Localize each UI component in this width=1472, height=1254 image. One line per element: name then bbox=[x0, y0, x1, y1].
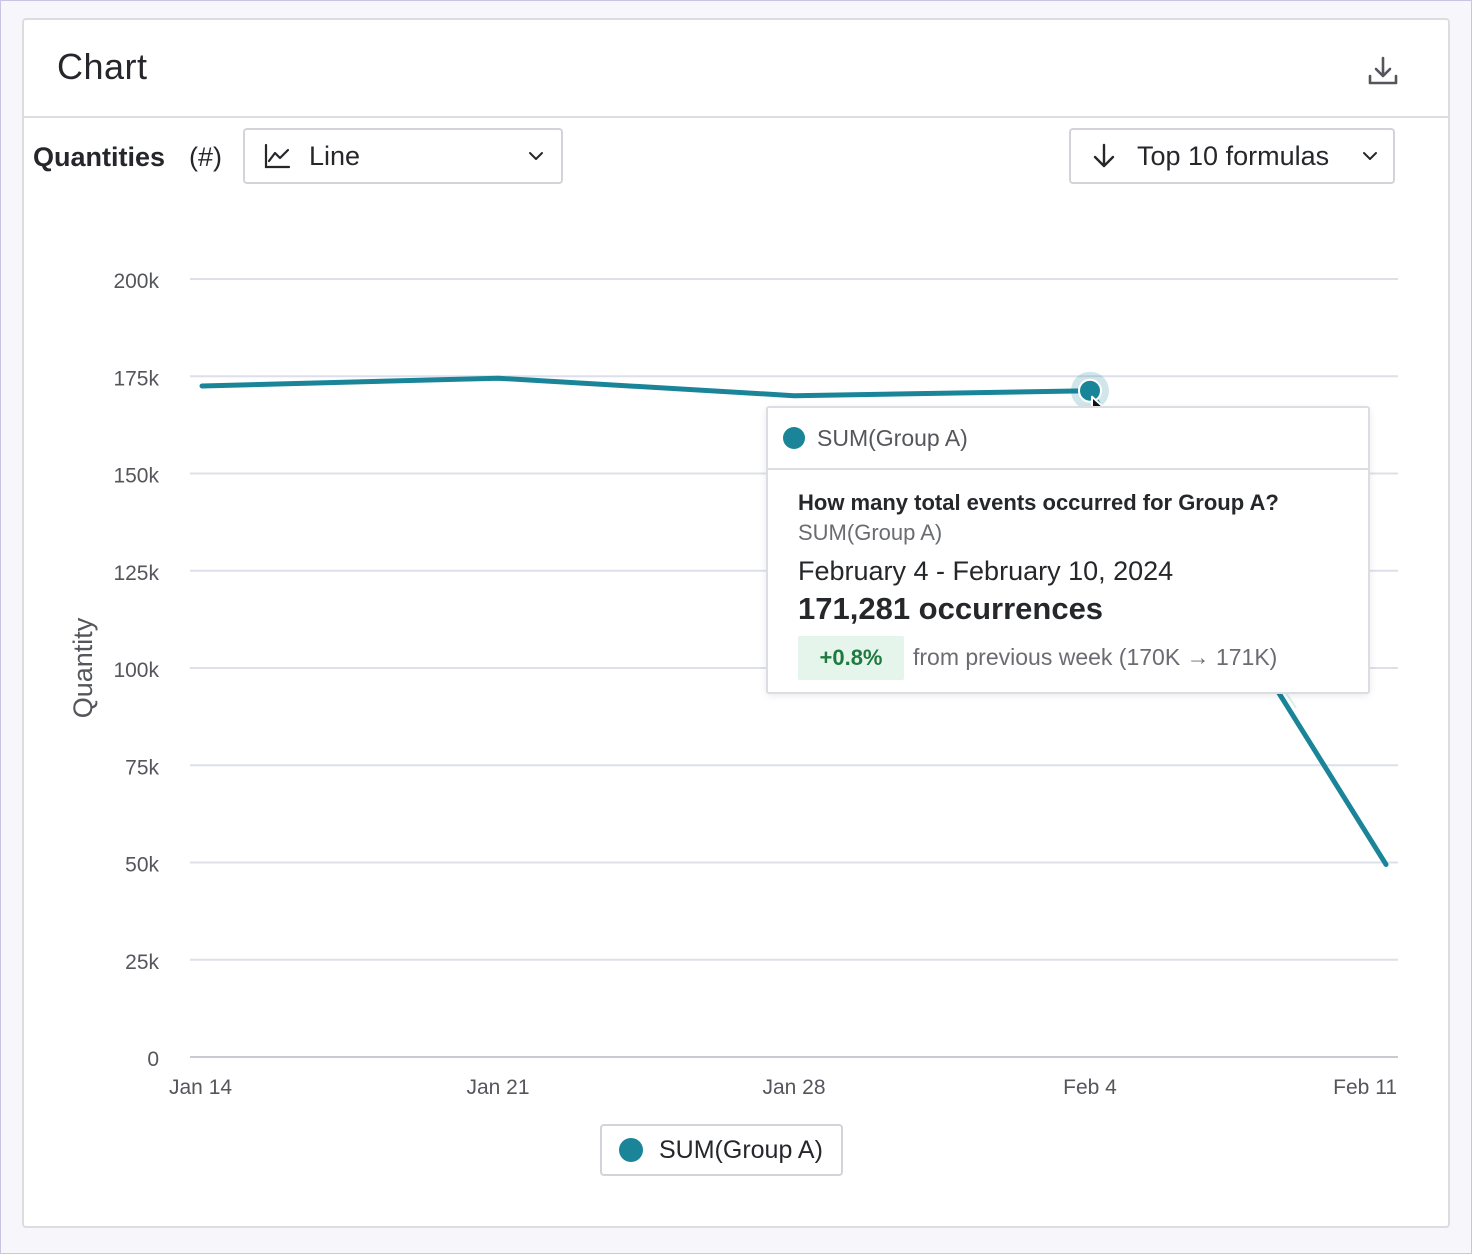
change-badge: +0.8% bbox=[798, 636, 904, 680]
tooltip-value: 171,281 occurrences bbox=[798, 591, 1104, 626]
y-tick-label: 50k bbox=[125, 854, 159, 877]
arrow-down-icon bbox=[1091, 142, 1117, 170]
data-point-tooltip: SUM(Group A) How many total events occur… bbox=[766, 406, 1370, 694]
tooltip-question: How many total events occurred for Group… bbox=[798, 490, 1279, 515]
sort-select[interactable]: Top 10 formulas bbox=[1069, 128, 1395, 184]
data-point[interactable] bbox=[786, 388, 802, 404]
tooltip-comparison: from previous week (170K → 171K) bbox=[913, 644, 1278, 670]
card-header: Chart bbox=[24, 20, 1448, 118]
data-point[interactable] bbox=[490, 370, 506, 386]
line-chart-icon bbox=[263, 142, 291, 170]
chart-type-value: Line bbox=[309, 140, 361, 171]
x-tick-label: Feb 4 bbox=[1063, 1076, 1117, 1099]
y-tick-label: 0 bbox=[147, 1048, 159, 1071]
x-tick-label: Jan 28 bbox=[762, 1076, 825, 1099]
y-tick-label: 175k bbox=[113, 367, 159, 390]
download-button[interactable] bbox=[1360, 48, 1406, 94]
series-color-dot bbox=[783, 427, 805, 449]
quantities-unit: (#) bbox=[189, 142, 222, 172]
chart-type-select[interactable]: Line bbox=[243, 128, 563, 184]
chevron-down-icon bbox=[527, 147, 545, 165]
chevron-down-icon bbox=[1361, 147, 1379, 165]
x-tick-label: Jan 21 bbox=[466, 1076, 529, 1099]
y-axis-label: Quantity bbox=[68, 617, 98, 718]
data-point[interactable] bbox=[1378, 856, 1394, 872]
tooltip-series-name: SUM(Group A) bbox=[817, 424, 968, 451]
quantities-label: Quantities bbox=[33, 142, 166, 172]
download-icon bbox=[1368, 56, 1398, 85]
legend-item[interactable]: SUM(Group A) bbox=[600, 1124, 843, 1176]
y-tick-label: 200k bbox=[113, 270, 159, 293]
tooltip-date-range: February 4 - February 10, 2024 bbox=[798, 556, 1174, 586]
card-title: Chart bbox=[57, 46, 148, 87]
legend-color-dot bbox=[619, 1138, 643, 1162]
data-point[interactable] bbox=[194, 378, 210, 394]
y-tick-label: 25k bbox=[125, 951, 159, 974]
sort-value: Top 10 formulas bbox=[1137, 140, 1330, 171]
highlighted-data-point[interactable] bbox=[1078, 378, 1102, 403]
y-tick-label: 150k bbox=[113, 465, 159, 488]
y-tick-label: 125k bbox=[113, 562, 159, 585]
legend-label: SUM(Group A) bbox=[659, 1135, 823, 1164]
y-tick-label: 75k bbox=[125, 756, 159, 779]
x-tick-label: Feb 11 bbox=[1333, 1076, 1397, 1099]
tooltip-header: SUM(Group A) bbox=[768, 408, 1368, 470]
y-tick-label: 100k bbox=[113, 659, 159, 682]
x-tick-label: Jan 14 bbox=[169, 1076, 232, 1099]
tooltip-formula: SUM(Group A) bbox=[798, 520, 943, 545]
